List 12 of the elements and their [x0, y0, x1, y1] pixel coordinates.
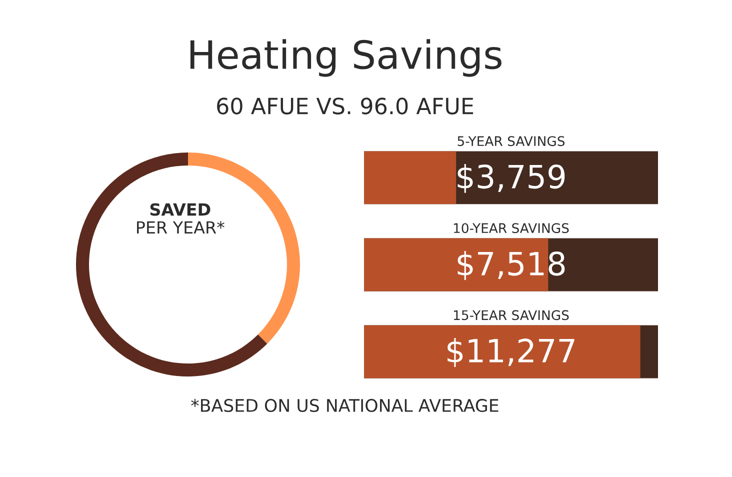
category-label: 15-YEAR SAVINGS: [454, 310, 569, 320]
text: SAVED: [150, 203, 210, 216]
text: PER YEAR*: [137, 221, 224, 234]
data-label: $11,277: [448, 338, 574, 367]
donut-slice: [76, 152, 268, 376]
data-label: $3,759: [458, 164, 565, 193]
category-label: 5-YEAR SAVINGS: [458, 136, 565, 146]
data-label: $7,518: [458, 250, 565, 280]
text: 60 AFUE VS. 96.0 AFUE: [217, 98, 474, 114]
text: *BASED ON US NATIONAL AVERAGE: [191, 398, 498, 412]
chart-title: Heating Savings: [190, 39, 502, 77]
category-label: 10-YEAR SAVINGS: [454, 223, 569, 234]
